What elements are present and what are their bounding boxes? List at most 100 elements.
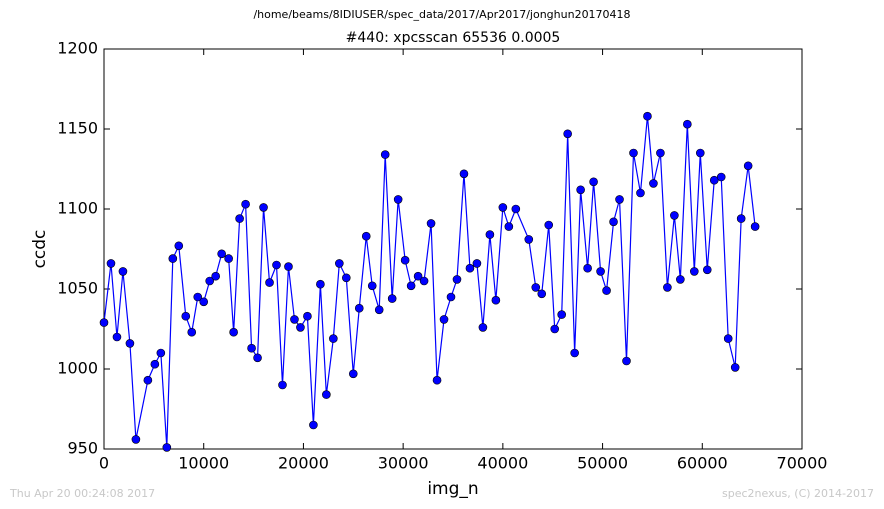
data-point: [290, 315, 299, 324]
data-point: [563, 129, 572, 139]
data-point: [181, 311, 191, 321]
x-axis-label: img_n: [427, 479, 478, 499]
data-point: [118, 267, 128, 276]
data-point: [570, 348, 579, 358]
data-point: [265, 278, 274, 287]
data-point: [278, 380, 287, 390]
data-point: [247, 343, 256, 353]
data-point: [676, 275, 685, 284]
chart-suptitle: /home/beams/8IDIUSER/spec_data/2017/Apr2…: [253, 8, 630, 21]
data-point: [229, 327, 238, 337]
data-point: [380, 150, 390, 159]
data-point: [316, 279, 325, 289]
data-point: [143, 375, 153, 385]
y-axis-label: ccdc: [30, 230, 50, 269]
data-point: [217, 249, 226, 259]
x-tick-label: 30000: [378, 454, 429, 473]
data-point: [329, 334, 338, 343]
chart-title: #440: xpcsscan 65536 0.0005: [346, 30, 561, 46]
data-point: [596, 267, 605, 276]
data-point: [125, 339, 135, 348]
data-point: [400, 255, 410, 265]
data-point: [478, 323, 488, 332]
data-point: [156, 348, 166, 358]
data-point: [309, 420, 318, 430]
data-point: [374, 305, 384, 315]
data-point: [622, 356, 631, 366]
data-point: [259, 203, 268, 212]
data-point: [615, 195, 624, 204]
data-point: [609, 217, 618, 227]
data-point: [296, 323, 305, 332]
x-tick-label: 70000: [777, 454, 828, 473]
data-point: [253, 353, 262, 363]
data-point: [730, 363, 740, 372]
data-point: [426, 219, 436, 228]
data-point: [361, 231, 371, 241]
data-point: [702, 265, 712, 275]
data-point: [439, 315, 449, 324]
data-point: [174, 241, 184, 251]
data-point: [131, 435, 141, 444]
data-point: [387, 294, 397, 303]
data-point: [544, 220, 554, 230]
data-point: [629, 148, 638, 158]
x-tick-label: 40000: [477, 454, 528, 473]
data-point: [342, 273, 351, 283]
x-tick-label: 10000: [178, 454, 229, 473]
data-point: [452, 275, 462, 284]
data-point: [193, 292, 203, 302]
data-point: [736, 214, 746, 223]
data-point: [205, 276, 214, 286]
data-point: [743, 161, 753, 171]
y-tick-label: 1150: [57, 119, 98, 138]
data-point: [446, 292, 456, 302]
data-point: [695, 148, 705, 158]
data-point: [750, 222, 760, 231]
data-point: [322, 390, 331, 399]
data-point: [537, 289, 547, 299]
data-point: [465, 263, 475, 273]
data-point: [348, 369, 358, 379]
data-point: [235, 214, 244, 223]
x-tick-label: 50000: [577, 454, 628, 473]
data-point: [656, 148, 665, 158]
data-point: [150, 359, 160, 369]
data-point: [670, 211, 679, 220]
data-point: [459, 169, 469, 179]
data-point: [649, 179, 658, 188]
data-point: [583, 263, 592, 273]
data-point: [335, 259, 344, 268]
y-tick-label: 1200: [57, 39, 98, 58]
data-point: [643, 111, 652, 121]
data-point: [406, 281, 416, 291]
data-point: [511, 204, 521, 214]
data-point: [432, 375, 442, 385]
data-point: [472, 259, 482, 268]
y-tick-label: 1100: [57, 199, 98, 218]
x-tick-label: 60000: [677, 454, 728, 473]
data-point: [112, 332, 122, 342]
data-point: [589, 177, 598, 187]
data-point: [663, 283, 672, 292]
footer-left: Thu Apr 20 00:24:08 2017: [9, 487, 155, 500]
data-point: [224, 254, 233, 263]
data-point: [576, 185, 585, 195]
x-tick-label: 0: [99, 454, 109, 473]
data-point: [557, 310, 566, 319]
data-point: [498, 203, 508, 212]
data-point: [550, 324, 560, 334]
data-point: [211, 271, 220, 281]
data-point: [199, 297, 209, 307]
data-point: [413, 271, 423, 281]
data-line: [103, 116, 756, 448]
y-tick-label: 950: [67, 439, 98, 458]
data-point: [272, 260, 281, 270]
data-point: [162, 443, 172, 452]
data-point: [187, 327, 197, 337]
y-tick-label: 1050: [57, 279, 98, 298]
data-point: [723, 334, 733, 343]
data-point: [106, 259, 116, 268]
data-point: [690, 267, 699, 276]
